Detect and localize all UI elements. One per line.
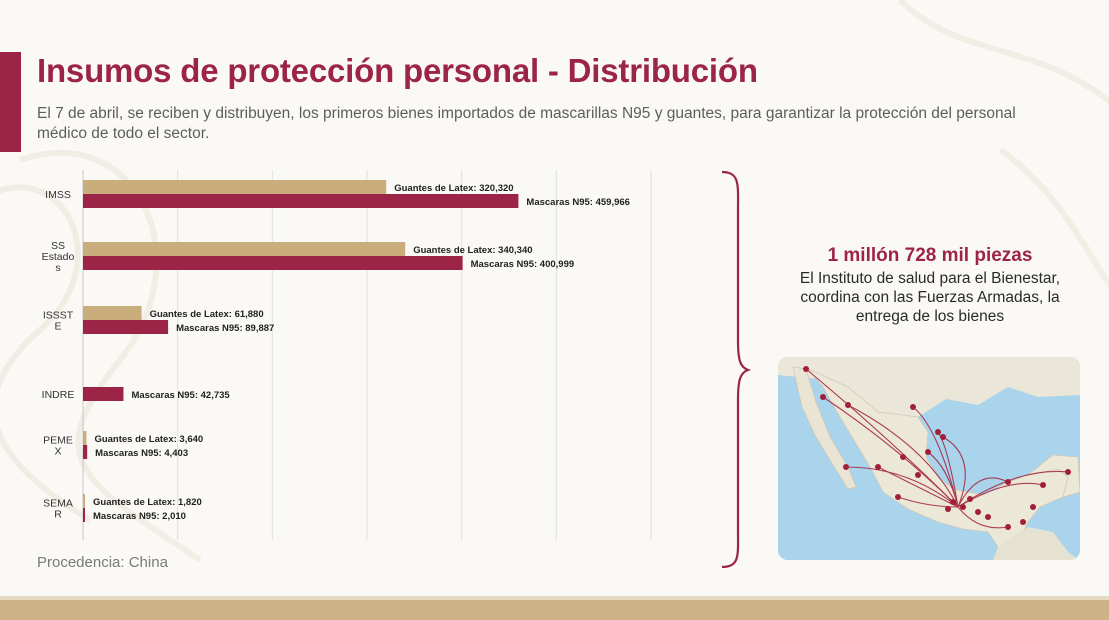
category-label: INDRE [42,389,75,401]
mascaras-value-label: Mascaras N95: 400,999 [471,259,575,270]
chart-value-labels: Guantes de Latex: 320,320 Mascaras N95: 4… [93,183,630,522]
mascaras-value-label: Mascaras N95: 42,735 [131,390,230,401]
guantes-bar [83,242,406,256]
category-label: SS Estado s [42,240,75,274]
category-label: PEME X [43,435,73,458]
mascaras-bar [83,320,169,334]
guantes-bar [83,180,387,194]
bottom-strip-highlight [0,596,1109,600]
category-label: ISSST E [43,310,74,333]
category-label: IMSS [45,189,71,201]
title-accent-bar [0,52,21,152]
guantes-value-label: Guantes de Latex: 320,320 [394,183,513,194]
chart-bars [83,180,519,522]
guantes-bar [83,306,142,320]
guantes-value-label: Guantes de Latex: 1,820 [93,497,202,508]
mascaras-bar [83,256,463,270]
total-pieces-highlight: 1 millón 728 mil piezas [827,245,1033,266]
guantes-bar [83,431,87,445]
mascaras-value-label: Mascaras N95: 459,966 [526,197,630,208]
distribution-description: El Instituto de salud para el Bienestar,… [799,270,1061,325]
mascaras-value-label: Mascaras N95: 89,887 [176,323,274,334]
guantes-value-label: Guantes de Latex: 61,880 [150,309,264,320]
mascaras-bar [83,508,85,522]
source-note: Procedencia: China [37,554,168,571]
guantes-value-label: Guantes de Latex: 3,640 [94,434,203,445]
map-icon [778,357,1080,560]
distribution-bar-chart: IMSS SS Estado s ISSST E INDRE PEME X SEMA R Guant… [42,170,652,540]
mascaras-value-label: Mascaras N95: 2,010 [93,511,186,522]
mascaras-bar [83,194,519,208]
category-label: SEMA R [43,498,73,521]
mascaras-bar [83,387,124,401]
page-subtitle: El 7 de abril, se reciben y distribuyen,… [37,105,1016,142]
mascaras-bar [83,445,88,459]
mexico-distribution-map [778,357,1080,560]
guantes-bar [83,494,85,508]
guantes-value-label: Guantes de Latex: 340,340 [413,245,532,256]
mascaras-value-label: Mascaras N95: 4,403 [95,448,188,459]
bottom-strip [0,600,1109,620]
page-title: Insumos de protección personal - Distrib… [37,52,758,89]
chart-categories: IMSS SS Estado s ISSST E INDRE PEME X SEMA R [42,189,75,521]
chart-grid [82,170,652,540]
